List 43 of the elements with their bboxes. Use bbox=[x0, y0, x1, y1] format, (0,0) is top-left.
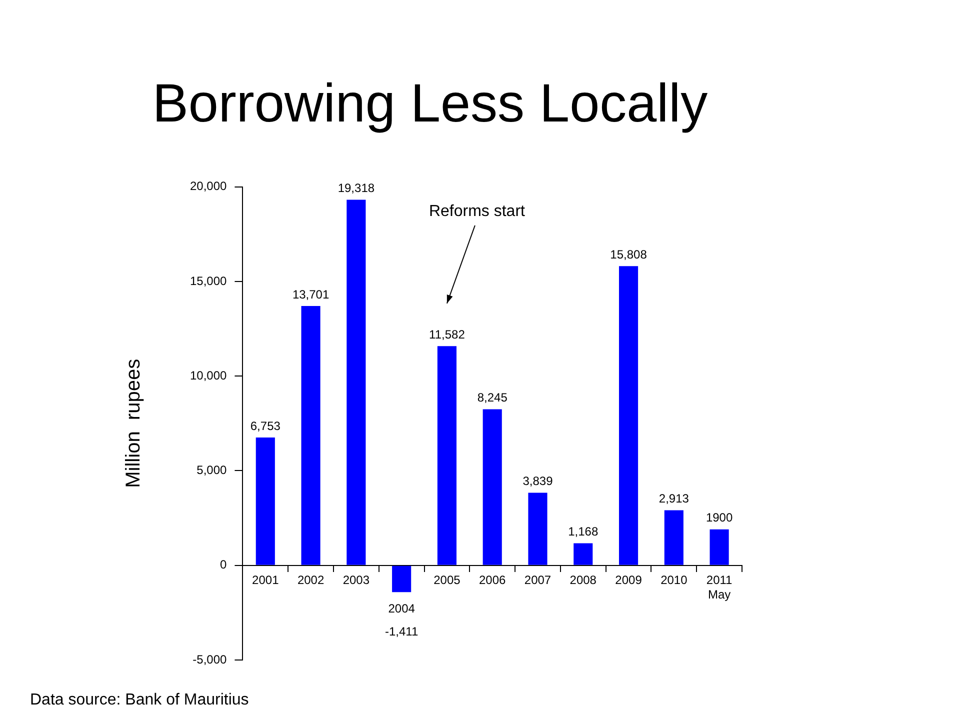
data-label: 2,913 bbox=[658, 492, 690, 506]
data-label: 1,168 bbox=[568, 524, 598, 539]
bar bbox=[482, 409, 502, 565]
data-label: 15,808 bbox=[610, 247, 648, 262]
annotation: Reforms start bbox=[428, 202, 526, 220]
bar bbox=[664, 510, 684, 565]
x-tick-label: 2008 bbox=[570, 572, 597, 587]
bar bbox=[528, 492, 548, 565]
x-tick-label: 2002 bbox=[297, 572, 324, 587]
source-note: Data source: Bank of Mauritius bbox=[30, 691, 249, 708]
x-tick-label: 2010 bbox=[660, 572, 688, 587]
x-tick-label: 2003 bbox=[342, 572, 370, 587]
data-label: 11,582 bbox=[429, 327, 466, 342]
data-label: 1900 bbox=[706, 510, 733, 525]
y-tick-label: 0 bbox=[220, 558, 228, 572]
data-label: -1,411 bbox=[385, 624, 418, 638]
bar bbox=[618, 266, 638, 565]
x-tick-label: 2005 bbox=[434, 572, 461, 587]
x-tick-label: 2009 bbox=[615, 572, 642, 587]
data-label: 8,245 bbox=[477, 390, 508, 405]
x-tick-label: 2001 bbox=[252, 572, 280, 587]
x-tick-label: 2007 bbox=[524, 572, 552, 587]
y-tick-label: 10,000 bbox=[190, 368, 228, 382]
data-label: 3,839 bbox=[522, 474, 554, 488]
bar bbox=[437, 346, 456, 565]
x-tick-label: 2004 bbox=[388, 602, 416, 616]
bar bbox=[710, 529, 729, 565]
bar bbox=[574, 543, 593, 565]
y-tick-label: 5,000 bbox=[196, 463, 228, 478]
data-label: 19,318 bbox=[338, 181, 375, 196]
bar bbox=[256, 438, 275, 565]
y-tick-label: 15,000 bbox=[190, 274, 228, 288]
x-tick-label: 2011 May bbox=[706, 572, 733, 602]
y-axis-title: Million rupees bbox=[122, 358, 145, 488]
data-label: 6,753 bbox=[250, 418, 281, 433]
data-label: 13,701 bbox=[292, 287, 330, 302]
x-tick-label: 2006 bbox=[479, 572, 506, 587]
bar bbox=[346, 200, 366, 565]
bar bbox=[392, 566, 412, 592]
bar bbox=[301, 306, 320, 565]
y-tick-label: -5,000 bbox=[192, 652, 228, 666]
chart-title: Borrowing Less Locally bbox=[152, 73, 708, 134]
y-tick-label: 20,000 bbox=[190, 179, 228, 194]
